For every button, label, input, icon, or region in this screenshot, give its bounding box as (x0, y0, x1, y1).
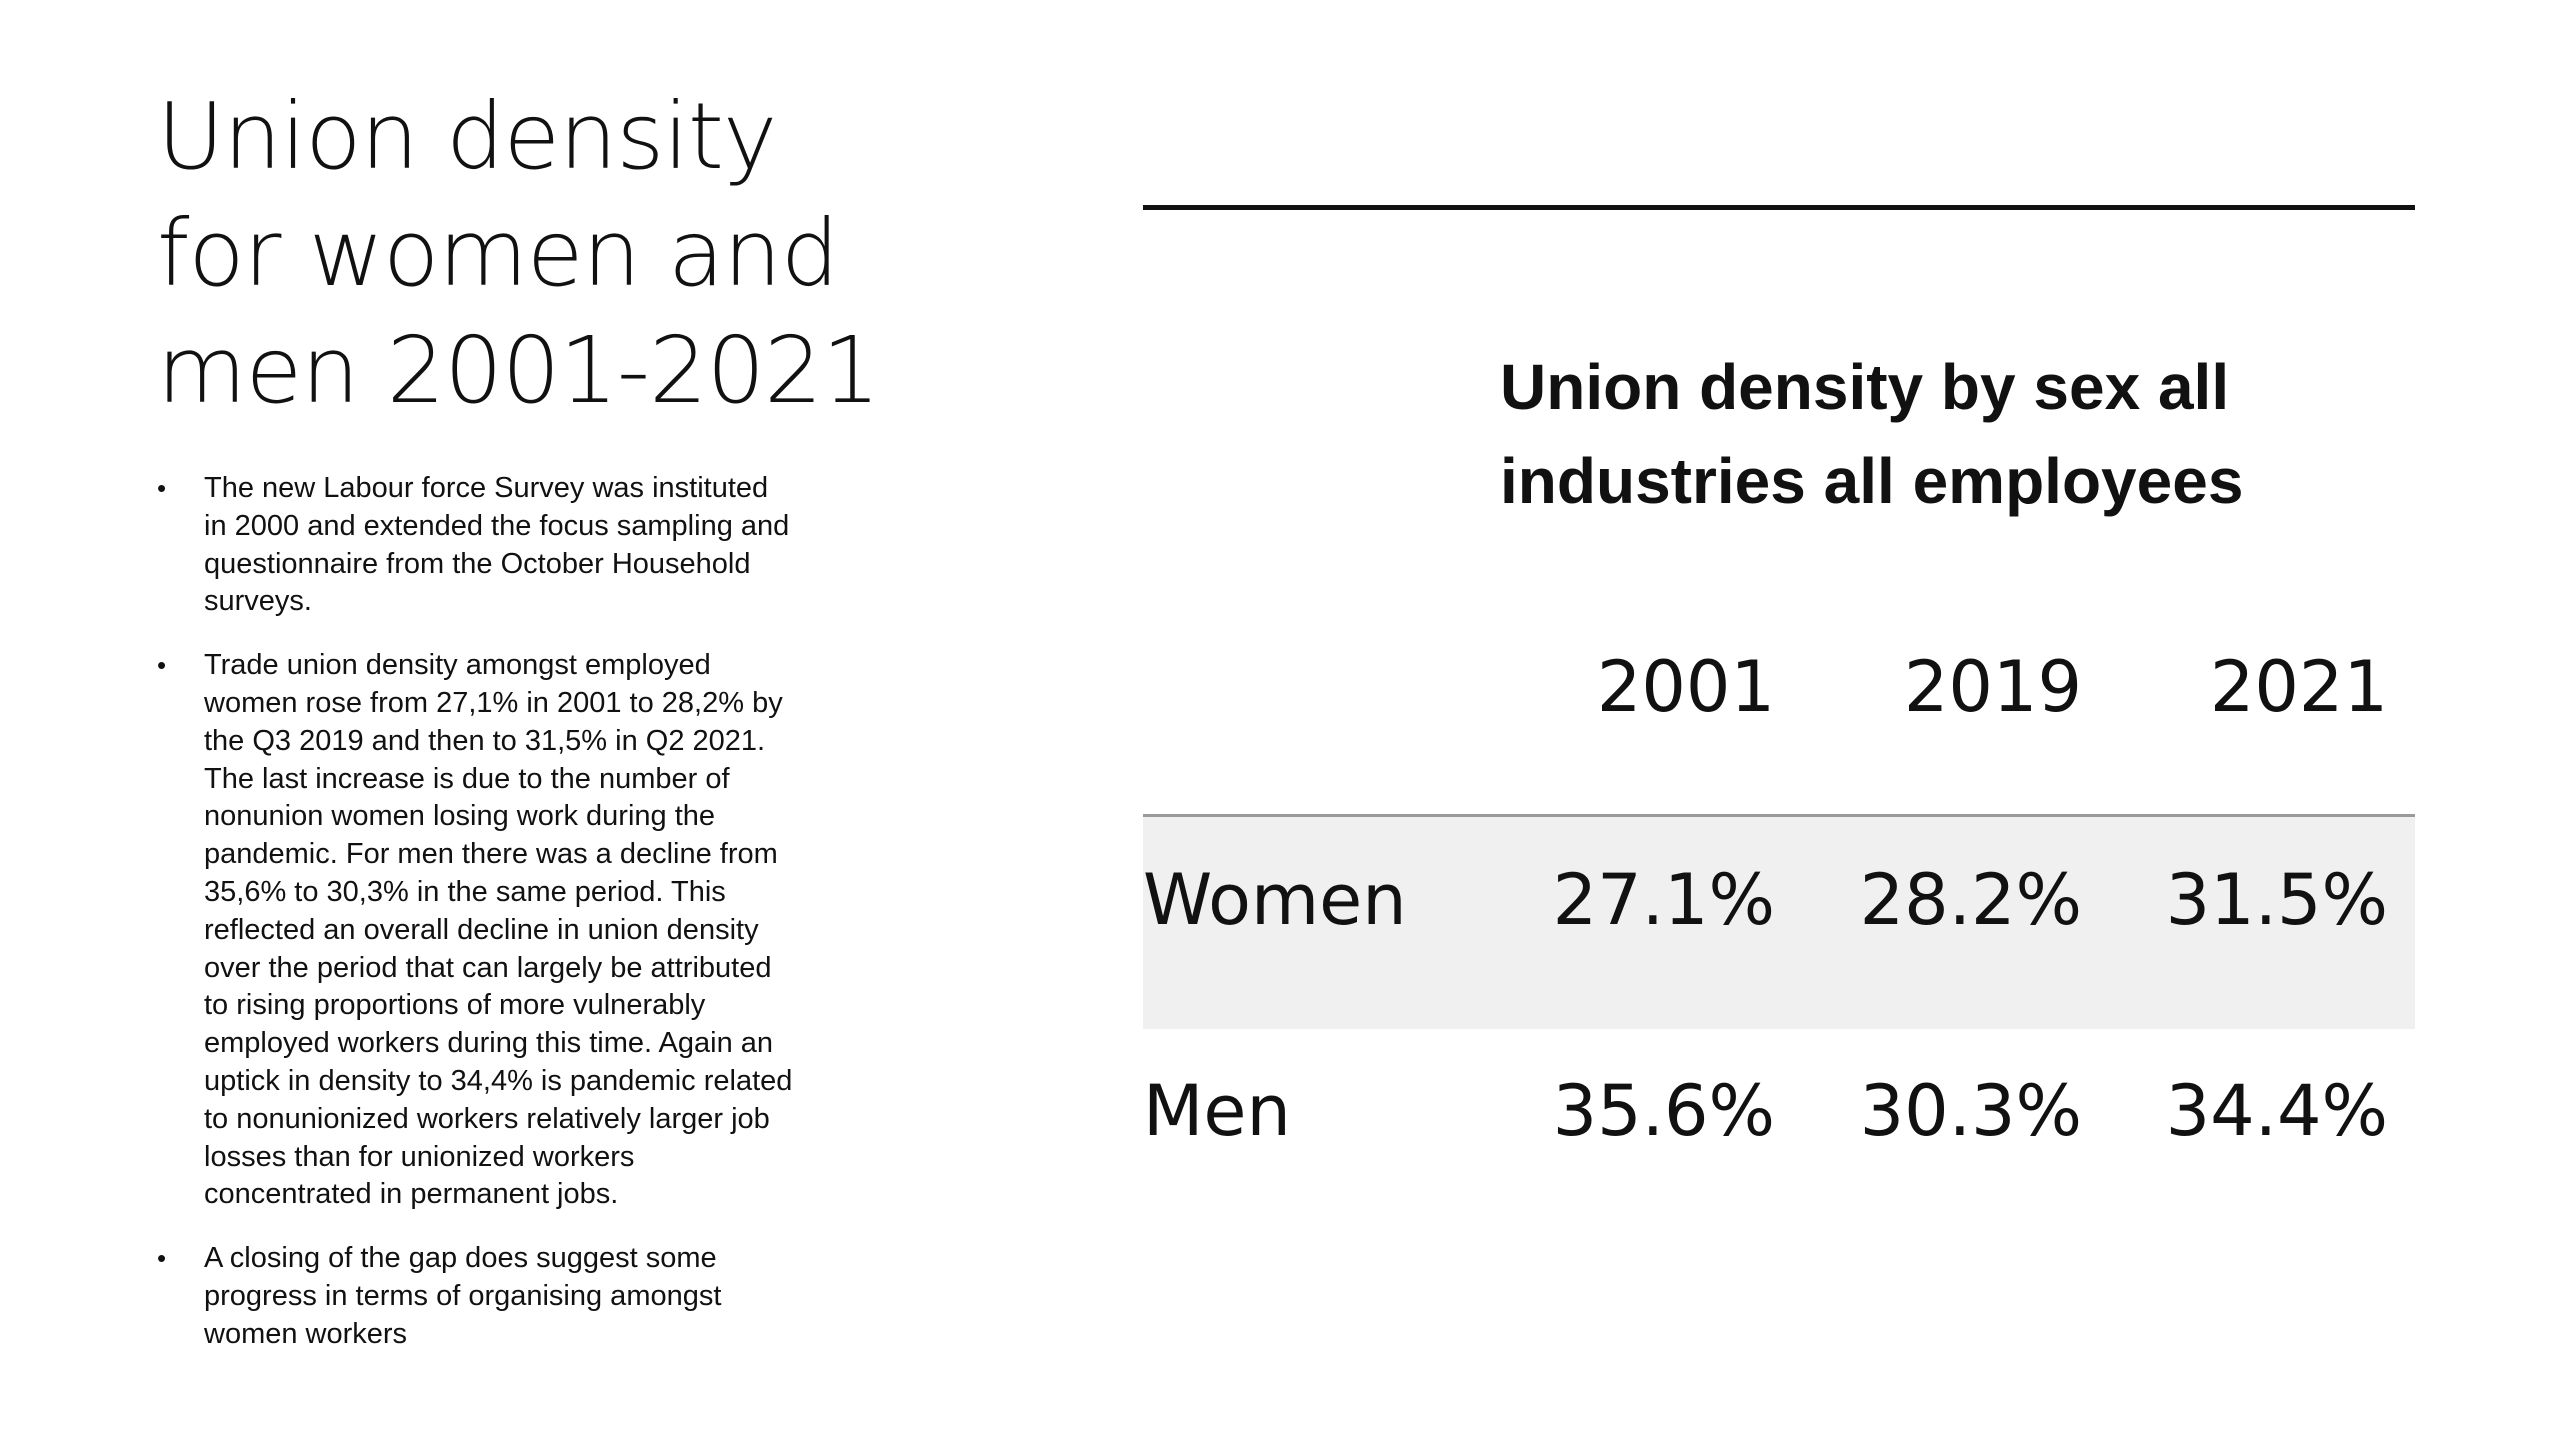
table-top-rule (1143, 205, 2415, 210)
slide-title-line: for women and (157, 200, 839, 307)
bullet-dot-icon: • (157, 1243, 167, 1274)
column-header-2001: 2001 (1596, 646, 1775, 728)
table-cell-men-2019: 30.3% (1859, 1070, 2082, 1152)
table-row-highlight (1143, 817, 2415, 1029)
bullet-line: nonunion women losing work during the (204, 800, 716, 833)
bullet-line: employed workers during this time. Again… (204, 1027, 774, 1060)
table-cell-men-2021: 34.4% (2165, 1070, 2388, 1152)
bullet-line: women rose from 27,1% in 2001 to 28,2% b… (204, 686, 783, 719)
column-header-2021: 2021 (2209, 646, 2388, 728)
bullet-line: over the period that can largely be attr… (204, 951, 772, 984)
slide-title-line: Union density (157, 83, 777, 190)
bullet-line: to rising proportions of more vulnerably (204, 989, 706, 1022)
table-cell-women-2019: 28.2% (1859, 859, 2082, 941)
bullet-line: concentrated in permanent jobs. (204, 1178, 619, 1211)
bullet-line: in 2000 and extended the focus sampling … (204, 509, 790, 542)
bullet-line: to nonunionized workers relatively large… (204, 1102, 770, 1135)
header-rule (1143, 814, 2415, 817)
table-title-line: Union density by sex all (1500, 351, 2230, 423)
bullet-line: losses than for unionized workers (204, 1140, 635, 1173)
table-title: Union density by sex all industries all … (1500, 340, 2360, 528)
bullet-list: • The new Labour force Survey was instit… (155, 470, 875, 1380)
row-label-men: Men (1143, 1070, 1291, 1152)
table-cell-women-2021: 31.5% (2165, 859, 2388, 941)
table-cell-men-2001: 35.6% (1552, 1070, 1775, 1152)
bullet-line: reflected an overall decline in union de… (204, 913, 759, 946)
bullet-line: 35,6% to 30,3% in the same period. This (204, 875, 726, 908)
table-cell-women-2001: 27.1% (1552, 859, 1775, 941)
bullet-text: The new Labour force Survey was institut… (204, 470, 875, 621)
bullet-item-survey: • The new Labour force Survey was instit… (155, 470, 875, 621)
bullet-line: questionnaire from the October Household (204, 547, 751, 580)
slide-title: Union density for women and men 2001-202… (157, 78, 917, 429)
bullet-line: A closing of the gap does suggest some (204, 1242, 717, 1275)
bullet-line: women workers (204, 1317, 408, 1350)
slide-title-line: men 2001-2021 (157, 317, 880, 424)
bullet-line: Trade union density amongst employed (204, 649, 711, 682)
bullet-line: surveys. (204, 585, 312, 618)
bullet-text: A closing of the gap does suggest some pr… (204, 1240, 875, 1353)
column-header-2019: 2019 (1903, 646, 2082, 728)
bullet-line: uptick in density to 34,4% is pandemic r… (204, 1064, 793, 1097)
bullet-line: progress in terms of organising amongst (204, 1279, 722, 1312)
bullet-line: pandemic. For men there was a decline fr… (204, 838, 778, 871)
bullet-item-gap-closing: • A closing of the gap does suggest some… (155, 1240, 875, 1353)
bullet-line: the Q3 2019 and then to 31,5% in Q2 2021… (204, 724, 766, 757)
bullet-line: The new Labour force Survey was institut… (204, 472, 769, 504)
bullet-dot-icon: • (157, 473, 167, 503)
table-title-line: industries all employees (1500, 445, 2244, 517)
bullet-item-density-trends: • Trade union density amongst employed wo… (155, 647, 875, 1214)
row-label-women: Women (1143, 859, 1407, 941)
bullet-dot-icon: • (157, 650, 167, 681)
bullet-line: The last increase is due to the number o… (204, 762, 730, 795)
bullet-text: Trade union density amongst employed wome… (204, 647, 875, 1214)
